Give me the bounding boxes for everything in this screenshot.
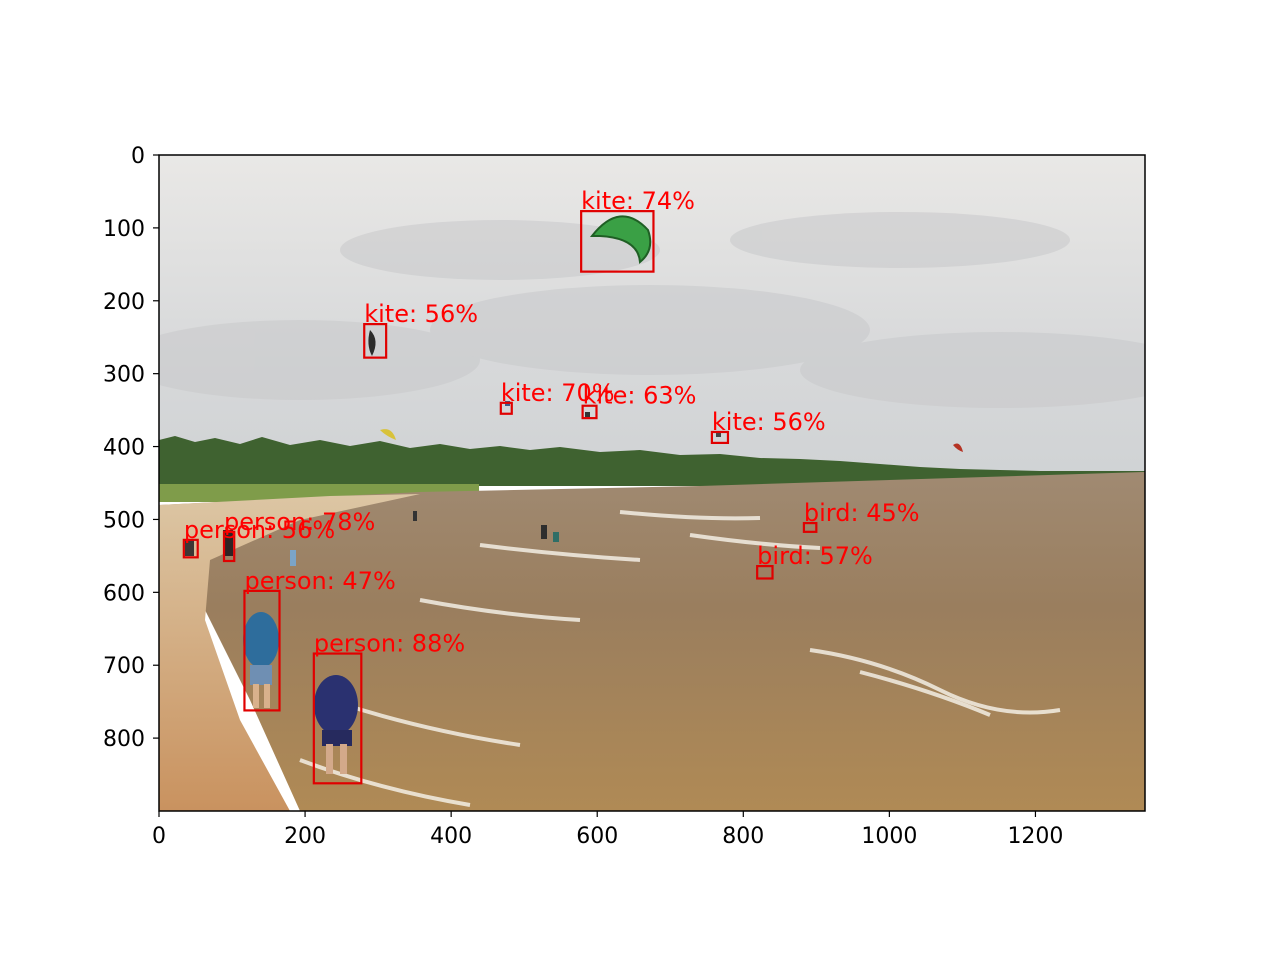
x-tick-label: 800 xyxy=(722,824,764,849)
kite-shapes xyxy=(368,215,963,452)
beach-photo xyxy=(159,155,1145,811)
detection-box xyxy=(756,564,774,580)
detection-label: bird: 45% xyxy=(804,499,920,527)
y-axis: 0 100 200 300 400 500 600 700 800 xyxy=(103,144,159,752)
detection-label: person: 47% xyxy=(244,567,395,595)
detection: kite: 56% xyxy=(363,300,478,359)
detection-label: person: 78% xyxy=(224,508,375,536)
detection: bird: 45% xyxy=(802,499,920,533)
detection: kite: 56% xyxy=(710,408,826,445)
detection: person: 88% xyxy=(312,630,465,785)
detection-box xyxy=(710,430,730,445)
x-tick-label: 200 xyxy=(284,824,326,849)
y-tick-label: 400 xyxy=(103,436,145,461)
y-tick-label: 800 xyxy=(103,727,145,752)
detection-box xyxy=(363,323,388,359)
x-tick-label: 400 xyxy=(430,824,472,849)
person-figures xyxy=(185,511,559,774)
detection-label: kite: 74% xyxy=(581,187,695,215)
y-tick-label: 200 xyxy=(103,290,145,315)
detection-label: kite: 70% xyxy=(501,379,615,407)
y-tick-label: 500 xyxy=(103,508,145,533)
detection-box xyxy=(243,589,281,712)
x-tick-label: 1000 xyxy=(861,824,917,849)
detection: person: 56% xyxy=(182,516,335,559)
y-tick-label: 700 xyxy=(103,654,145,679)
detection-label: kite: 56% xyxy=(712,408,826,436)
detection: bird: 57% xyxy=(756,542,873,580)
detection-box xyxy=(222,530,236,563)
detection: kite: 63% xyxy=(581,382,697,420)
detection-box xyxy=(312,652,363,785)
detection-label: bird: 57% xyxy=(757,542,873,570)
detection-label: kite: 63% xyxy=(583,382,697,410)
x-tick-label: 1200 xyxy=(1007,824,1063,849)
sand-beach xyxy=(159,494,420,811)
detection-box xyxy=(182,538,199,559)
detection-label: person: 88% xyxy=(314,630,465,658)
treeline xyxy=(159,436,1145,486)
y-tick-label: 100 xyxy=(103,217,145,242)
y-tick-label: 300 xyxy=(103,363,145,388)
lake-water xyxy=(159,472,1145,811)
x-tick-label: 0 xyxy=(152,824,166,849)
clouds xyxy=(159,212,1145,408)
detection: person: 47% xyxy=(243,567,396,712)
x-tick-label: 600 xyxy=(576,824,618,849)
detection-box xyxy=(802,521,818,533)
plot-frame xyxy=(158,154,1146,812)
detection: kite: 70% xyxy=(499,379,615,415)
detection: kite: 74% xyxy=(580,187,695,273)
detection-box xyxy=(499,401,513,415)
detection-box xyxy=(581,404,598,420)
y-tick-label: 600 xyxy=(103,581,145,606)
y-tick-label: 0 xyxy=(131,144,145,169)
detection-box xyxy=(580,210,655,273)
detection-label: person: 56% xyxy=(184,516,335,544)
x-axis: 0 200 400 600 800 1000 1200 xyxy=(152,811,1063,849)
detections: kite: 74% kite: 56% kite: 70%kite: 63% kite… xyxy=(182,187,920,785)
detection-label: kite: 56% xyxy=(364,300,478,328)
detection: person: 78% xyxy=(222,508,375,563)
